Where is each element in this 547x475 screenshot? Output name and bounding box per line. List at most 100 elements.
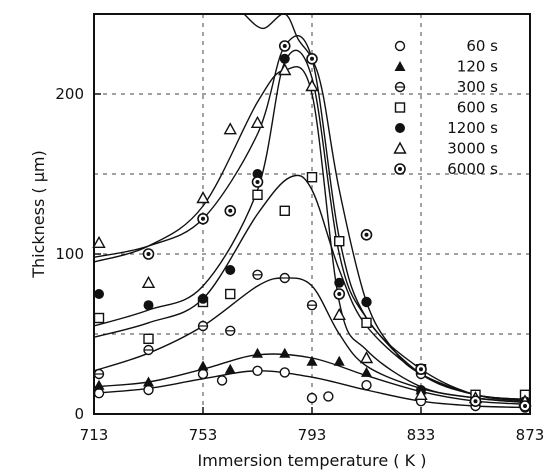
point-60s [143,384,154,396]
x-axis-title: Immersion temperature ( K ) [198,451,427,470]
y-tick-label: 200 [55,85,84,103]
point-60s [306,392,318,404]
point-6000s [251,176,264,188]
x-tick-label: 713 [80,426,109,444]
point-3000s [141,275,156,288]
point-1200s [252,169,263,179]
legend-marker [394,81,406,93]
point-60s [252,365,263,376]
point-3000s [196,191,210,204]
legend-marker [394,40,406,52]
point-120s [279,347,291,358]
point-3000s [278,63,292,76]
point-600s [93,312,105,324]
legend-item: 120 s [394,58,498,76]
point-300s [143,344,154,356]
point-300s [93,368,105,380]
point-6000s [415,363,427,376]
point-300s [225,325,236,336]
legend-label: 120 s [457,58,498,76]
point-3000s [359,351,374,364]
point-3000s [92,235,106,248]
point-6000s [278,40,291,52]
x-axis: 713 753 793 833 873 [80,407,545,444]
legend-marker [394,163,406,175]
point-60s [197,368,209,380]
point-600s [252,189,263,201]
point-3000s [305,79,319,92]
point-120s [306,355,318,366]
legend-marker [394,102,406,113]
point-6000s [142,248,155,260]
point-6000s [224,205,237,217]
point-60s [323,391,334,402]
point-6000s [469,395,482,408]
point-300s [279,272,290,284]
point-600s [279,205,290,217]
point-600s [143,333,154,344]
point-600s [334,235,345,247]
legend-label: 3000 s [447,140,498,158]
point-60s [361,380,372,391]
legend-marker [394,61,406,71]
point-6000s [197,213,209,225]
legend-label: 300 s [457,78,498,96]
point-3000s [414,387,428,400]
point-120s [333,355,345,366]
curve-3000s [94,66,530,404]
point-1200s [225,265,236,275]
legend-label: 6000 s [447,160,498,178]
legend-item: 600 s [394,99,498,117]
x-tick-label: 793 [298,426,327,444]
legend-label: 60 s [466,37,498,55]
point-1200s [198,293,208,304]
point-6000s [519,400,531,412]
point-120s [252,347,263,358]
point-3000s [223,122,237,135]
point-120s [361,366,372,377]
curve-60s [94,370,530,409]
point-600s [361,317,372,328]
y-axis-title: Thickness ( μm) [29,150,48,279]
point-120s [224,363,236,374]
point-300s [306,300,318,311]
point-60s [216,375,228,386]
point-6000s [360,229,373,241]
point-120s [197,360,209,371]
y-tick-label: 100 [55,245,84,263]
legend-item: 1200 s [395,119,498,137]
x-tick-label: 753 [189,426,218,444]
legend-item: 3000 s [393,140,498,158]
data-points [92,40,532,413]
x-tick-label: 873 [516,426,545,444]
point-6000s [306,52,318,65]
point-1200s [279,53,290,64]
x-tick-label: 833 [407,426,436,444]
point-60s [279,367,290,378]
point-300s [197,320,209,332]
point-300s [252,269,263,280]
point-120s [143,376,154,387]
legend-label: 1200 s [447,119,498,137]
legend-item: 60 s [394,37,498,55]
legend-label: 600 s [457,99,498,117]
point-1200s [361,297,372,307]
point-3000s [332,307,346,320]
point-1200s [94,289,104,299]
point-60s [93,388,105,399]
point-600s [225,288,236,300]
y-axis: 0 100 200 [55,85,101,423]
legend-marker [395,123,405,133]
legend-item: 300 s [394,78,498,96]
point-1200s [143,300,154,311]
point-3000s [250,115,265,128]
legend-marker [393,141,407,154]
point-6000s [333,288,346,300]
point-600s [306,171,318,183]
point-120s [93,379,105,390]
y-tick-label: 0 [74,405,84,423]
point-1200s [334,277,345,288]
legend-item: 6000 s [394,160,498,178]
legend: 60 s 120 s 300 s 600 s 1200 s 3000 s 6000 s [393,37,498,178]
